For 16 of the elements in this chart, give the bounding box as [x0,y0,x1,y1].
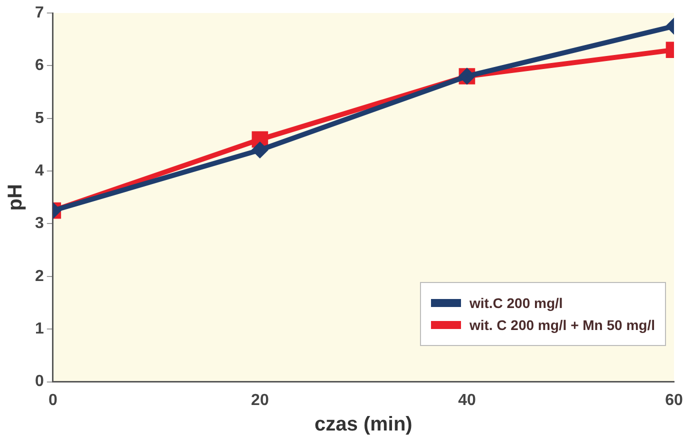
y-tick-label: 4 [34,162,44,180]
y-tick-label: 0 [34,373,44,390]
x-tick-label: 20 [251,392,269,409]
y-axis-title: pH [4,184,27,211]
x-tick-label: 60 [665,392,683,409]
legend-label: wit. C 200 mg/l + Mn 50 mg/l [469,316,655,333]
y-tick-label: 7 [34,4,44,22]
y-tick-label: 6 [34,57,44,74]
x-tick-label: 0 [48,392,58,409]
legend-label: wit.C 200 mg/l [469,294,563,311]
y-tick-label: 5 [34,110,44,127]
x-tick-label: 40 [458,392,476,409]
y-tick-label: 3 [34,215,44,232]
y-tick-label: 2 [34,268,44,285]
x-axis-title: czas (min) [314,414,412,436]
y-tick-label: 1 [34,320,44,338]
